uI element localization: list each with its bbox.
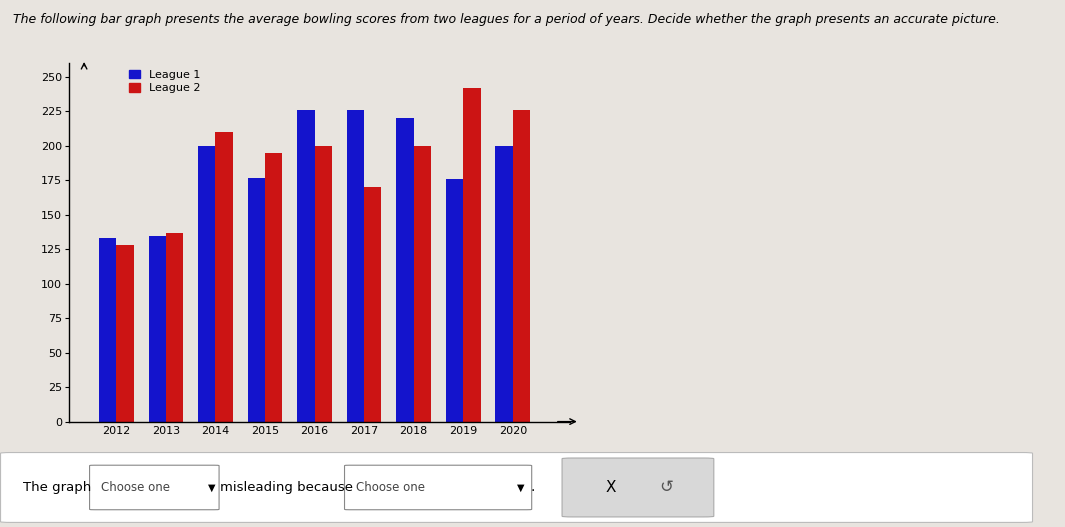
Bar <box>148 236 166 422</box>
Bar <box>314 146 332 422</box>
Bar <box>248 178 265 422</box>
Text: ↺: ↺ <box>659 479 673 496</box>
Bar <box>297 110 314 422</box>
Bar <box>116 245 133 422</box>
Bar <box>396 119 413 422</box>
Text: ▼: ▼ <box>517 483 524 492</box>
Bar <box>446 179 463 422</box>
Bar <box>99 238 116 422</box>
Bar <box>495 146 512 422</box>
Bar <box>215 132 233 422</box>
Bar <box>347 110 364 422</box>
Text: X: X <box>605 480 616 495</box>
FancyBboxPatch shape <box>89 465 219 510</box>
Bar <box>198 146 215 422</box>
FancyBboxPatch shape <box>344 465 531 510</box>
Text: Choose one: Choose one <box>101 481 169 494</box>
Bar <box>463 88 480 422</box>
Bar <box>364 187 381 422</box>
FancyBboxPatch shape <box>562 458 714 517</box>
Legend: League 1, League 2: League 1, League 2 <box>125 65 206 97</box>
Bar <box>512 110 530 422</box>
Text: Choose one: Choose one <box>356 481 425 494</box>
Text: The graph: The graph <box>22 481 91 494</box>
Text: .: . <box>530 481 535 494</box>
Text: misleading because: misleading because <box>220 481 354 494</box>
Bar <box>265 153 282 422</box>
Bar <box>166 233 183 422</box>
Text: The following bar graph presents the average bowling scores from two leagues for: The following bar graph presents the ave… <box>13 13 1000 26</box>
Text: ▼: ▼ <box>208 483 215 492</box>
Bar <box>413 146 431 422</box>
FancyBboxPatch shape <box>1 453 1033 522</box>
